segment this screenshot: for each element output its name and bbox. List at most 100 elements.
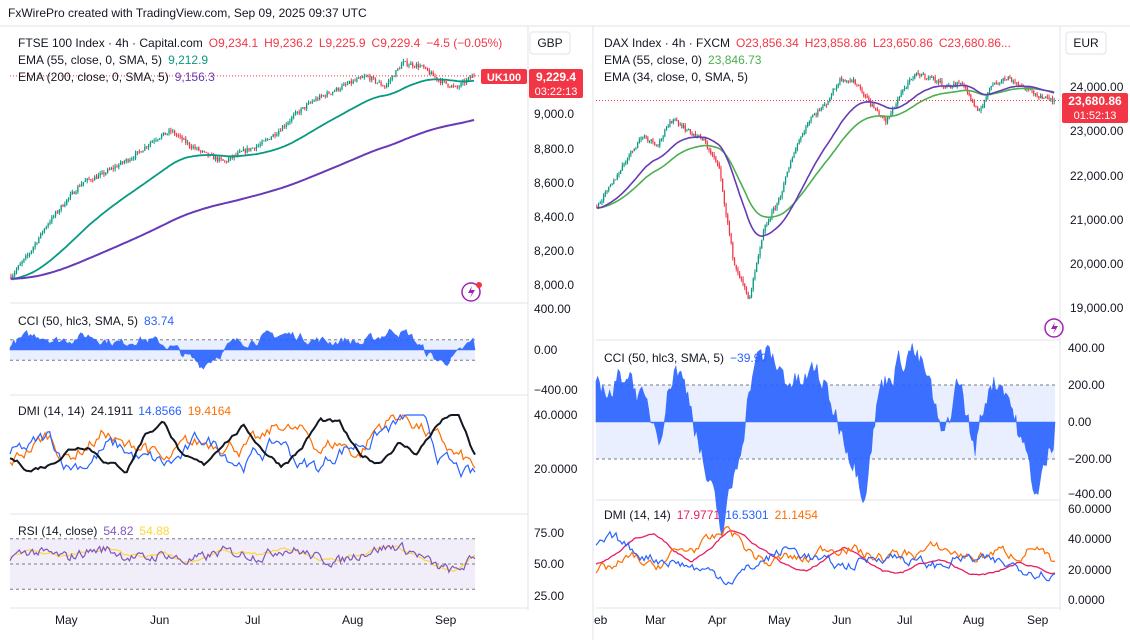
candle bbox=[306, 104, 308, 109]
dax-currency-box[interactable]: EUR bbox=[1065, 31, 1107, 55]
dmi-adx-line bbox=[9, 414, 476, 474]
candle bbox=[183, 138, 185, 140]
candle bbox=[604, 191, 606, 195]
ftse-price-axis[interactable]: 9,000.0 8,800.0 8,600.0 8,400.0 8,200.0 … bbox=[534, 107, 574, 292]
candle bbox=[257, 145, 259, 147]
candle bbox=[778, 198, 780, 203]
candle bbox=[705, 138, 707, 143]
candle bbox=[283, 126, 286, 128]
candle bbox=[274, 134, 276, 136]
candle bbox=[971, 100, 974, 102]
candle bbox=[990, 85, 992, 88]
candle bbox=[742, 279, 744, 285]
candle bbox=[728, 223, 731, 234]
tv-logo-icon[interactable] bbox=[1044, 318, 1064, 338]
candle bbox=[339, 89, 341, 91]
ftse-cci-tick: 0.00 bbox=[534, 343, 558, 357]
dax-month: Sep bbox=[1027, 613, 1049, 627]
candle bbox=[449, 86, 451, 88]
candle bbox=[421, 65, 423, 67]
candle bbox=[129, 159, 131, 162]
cci-area bbox=[9, 328, 476, 370]
ftse-time-axis[interactable]: May Jun Jul Aug Sep bbox=[55, 613, 457, 627]
candle bbox=[839, 77, 841, 85]
candle bbox=[907, 82, 909, 88]
candle bbox=[876, 109, 878, 111]
candle bbox=[350, 80, 352, 84]
candle bbox=[703, 138, 705, 141]
candle bbox=[657, 145, 659, 147]
candle bbox=[773, 207, 775, 212]
candle bbox=[824, 104, 826, 106]
dax-month: eb bbox=[594, 613, 608, 627]
candle bbox=[402, 61, 405, 64]
candle bbox=[1000, 81, 1003, 83]
candle bbox=[326, 92, 328, 97]
dax-time-axis[interactable]: eb Mar Apr May Jun Jul Aug Sep bbox=[594, 613, 1049, 627]
candle bbox=[374, 78, 377, 83]
ema55-line bbox=[10, 78, 475, 280]
candle bbox=[376, 82, 379, 84]
candle bbox=[51, 216, 53, 223]
dax-month: Jul bbox=[897, 613, 912, 627]
candle bbox=[25, 255, 27, 259]
candle bbox=[621, 165, 623, 171]
candle bbox=[445, 81, 447, 84]
candle bbox=[611, 183, 613, 186]
dax-price-tag: 23,680.86 bbox=[1068, 94, 1122, 108]
candle bbox=[674, 119, 676, 121]
candle bbox=[60, 205, 62, 211]
candle bbox=[633, 148, 635, 152]
candle bbox=[608, 187, 610, 191]
tv-logo-icon[interactable] bbox=[461, 282, 482, 302]
candle bbox=[359, 77, 362, 79]
candle bbox=[756, 262, 758, 272]
candle bbox=[623, 163, 625, 166]
candle bbox=[106, 169, 109, 173]
dax-currency: EUR bbox=[1073, 36, 1099, 50]
candle bbox=[739, 273, 741, 279]
candle bbox=[99, 173, 101, 176]
candle bbox=[793, 153, 795, 159]
candle bbox=[382, 85, 384, 87]
candle bbox=[250, 148, 252, 151]
dax-month: May bbox=[768, 613, 791, 627]
candle bbox=[69, 194, 72, 198]
candle bbox=[385, 84, 388, 88]
dax-ema55-line bbox=[596, 87, 1055, 218]
candle bbox=[630, 150, 632, 155]
candle bbox=[108, 169, 111, 171]
candle bbox=[820, 108, 822, 111]
candle bbox=[834, 88, 836, 90]
candle bbox=[854, 79, 856, 84]
ema200-line bbox=[10, 119, 475, 280]
candle bbox=[64, 204, 66, 207]
dax-price-axis[interactable]: 24,000.00 23,000.00 22,000.00 21,000.00 … bbox=[1070, 80, 1124, 315]
candle bbox=[473, 75, 475, 77]
candle bbox=[291, 117, 293, 121]
candle bbox=[842, 80, 844, 81]
ftse-cci-tick: −400.00 bbox=[534, 383, 578, 397]
candle bbox=[786, 171, 788, 178]
candle bbox=[856, 83, 858, 85]
candle bbox=[352, 80, 354, 84]
candle bbox=[391, 76, 393, 80]
candle bbox=[1050, 98, 1052, 100]
candle bbox=[101, 172, 103, 174]
candle bbox=[80, 183, 83, 187]
ftse-low: L9,225.9 bbox=[319, 36, 366, 50]
candle bbox=[95, 176, 98, 179]
candle bbox=[155, 140, 157, 141]
candle bbox=[620, 170, 622, 174]
candle bbox=[710, 150, 712, 155]
ftse-currency-box[interactable]: GBP bbox=[529, 31, 571, 55]
candle bbox=[123, 161, 126, 163]
candle bbox=[779, 196, 782, 199]
dax-ema34-label: EMA (34, close, 0, SMA, 5) bbox=[604, 70, 748, 84]
candle bbox=[438, 80, 440, 81]
candle bbox=[395, 70, 397, 77]
candle bbox=[1004, 78, 1006, 80]
